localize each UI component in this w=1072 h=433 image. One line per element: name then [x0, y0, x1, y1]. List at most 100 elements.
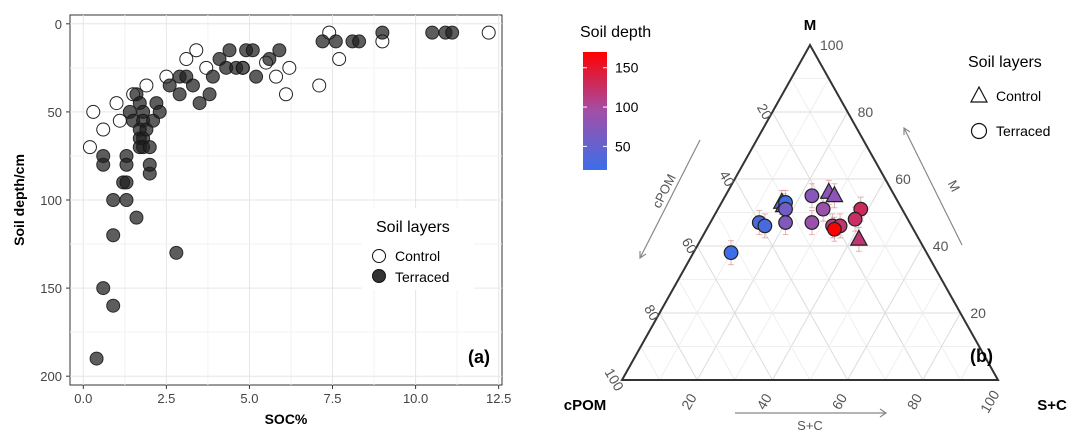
plot-a-point-terraced — [315, 34, 330, 49]
plot-a-point-control — [86, 104, 101, 119]
ternary-m-tick-label: 40 — [933, 238, 949, 254]
ternary-vertex-top-label: M — [804, 17, 817, 34]
ternary-right-side-arrow — [903, 127, 963, 246]
plot-a-y-tick-label: 100 — [40, 193, 62, 208]
plot-a-point-terraced — [152, 104, 167, 119]
ternary-frame — [620, 42, 1000, 381]
ternary-sc-tick-label: 100 — [977, 387, 1003, 415]
ternary-grid — [640, 78, 980, 381]
ternary-point-terraced — [778, 215, 793, 230]
ternary-gridline-cpom — [677, 279, 736, 381]
plot-a-point-control — [82, 140, 97, 155]
plot-a-point-terraced — [169, 245, 184, 260]
ternary-sc-tick-label: 40 — [753, 391, 775, 413]
ternary-point-terraced — [804, 188, 820, 204]
ternary-point-control — [825, 185, 844, 203]
plot-a-point-terraced — [202, 87, 217, 102]
ternary-legend-terraced-marker — [970, 122, 988, 140]
plot-a-point-terraced — [142, 157, 157, 172]
plot-a-point-control — [282, 60, 297, 75]
ternary-bottom-side-title: S+C — [797, 418, 823, 433]
ternary-point-terraced — [815, 201, 831, 217]
ternary-point-terraced — [778, 201, 793, 217]
plot-a-point-terraced — [425, 25, 440, 40]
ternary-gridline-cpom — [640, 346, 661, 381]
ternary-gridline-cpom — [753, 145, 886, 381]
plot-a-point-terraced — [106, 298, 121, 313]
panel-b: 20 20 20 40 40 40 60 60 60 80 80 80 100 100 100 M cPOM… — [564, 17, 1067, 433]
plot-a-y-tick-label: 200 — [40, 369, 62, 384]
plot-a-point-terraced — [119, 175, 134, 190]
plot-a-point-terraced — [129, 210, 144, 225]
ternary-vertex-left-label: cPOM — [564, 397, 607, 414]
ternary-point-terraced — [847, 211, 863, 227]
plot-a-point-terraced — [106, 193, 121, 207]
ternary-left-side-arrowhead — [639, 251, 647, 260]
ternary-right-side-title: M — [945, 178, 963, 194]
colorbar-gradient — [583, 52, 607, 170]
ternary-gridline-sc — [659, 78, 830, 381]
ternary-sc-tick-label: 80 — [904, 391, 926, 413]
plot-a-legend-control-label: Control — [395, 248, 440, 264]
plot-a-legend-terraced-label: Terraced — [395, 269, 449, 285]
plot-a-x-tick-label: 12.5 — [486, 391, 511, 406]
ternary-cpom-tick-label: 20 — [754, 101, 776, 123]
ternary-legend-terraced-label: Terraced — [996, 123, 1050, 139]
ternary-gridline-sc — [884, 279, 943, 381]
plot-a-point-control — [332, 52, 347, 67]
ternary-point-terraced — [804, 215, 820, 230]
plot-a-point-terraced — [106, 228, 121, 243]
ternary-gridline-cpom — [696, 245, 773, 381]
plot-a-x-tick-label: 5.0 — [240, 391, 258, 406]
plot-a-point-terraced — [89, 351, 104, 366]
plot-a-x-tick-label: 7.5 — [323, 391, 341, 406]
plot-a-point-terraced — [96, 148, 111, 163]
colorbar-title: Soil depth — [580, 24, 651, 41]
plot-a-point-control — [189, 43, 204, 58]
plot-a-point-terraced — [235, 60, 250, 75]
plot-a-x-tick-label: 10.0 — [403, 391, 428, 406]
plot-a-x-axis-title: SOC% — [265, 411, 308, 427]
plot-a-point-terraced — [375, 25, 390, 40]
plot-a-points — [82, 25, 496, 366]
plot-a-point-terraced — [222, 43, 237, 58]
ternary-gridline-sc — [922, 312, 961, 381]
ternary-gridline-cpom — [659, 312, 698, 381]
plot-a-point-terraced — [352, 34, 367, 49]
plot-a-point-terraced — [262, 52, 277, 67]
plot-a-legend-terraced-marker — [372, 269, 386, 283]
ternary-right-side-arrowhead — [903, 126, 911, 135]
ternary-point-terraced — [757, 218, 773, 234]
ternary-m-tick-label: 100 — [820, 37, 844, 53]
ternary-m-tick-label: 20 — [970, 305, 986, 321]
plot-a-point-terraced — [192, 96, 207, 111]
ternary-bottom-side-arrowhead — [879, 408, 888, 418]
ternary-gridline-sc — [847, 245, 924, 381]
plot-a-point-control — [139, 78, 154, 93]
plot-a-point-control — [279, 87, 293, 102]
ternary-left-side-arrow — [639, 139, 701, 259]
plot-a-y-ticks: 0 50 100 150 200 — [40, 17, 70, 384]
plot-a-point-control — [109, 96, 124, 111]
ternary-points — [723, 179, 869, 266]
plot-a-point-terraced — [205, 69, 220, 84]
plot-a-point-terraced — [272, 43, 287, 58]
plot-a-point-terraced — [245, 43, 260, 58]
ternary-gridline-sc — [959, 346, 980, 381]
ternary-cpom-tick-label: 60 — [679, 235, 701, 257]
ternary-legend-control-marker — [970, 85, 988, 103]
plot-a-legend: Soil layers Control Terraced — [362, 208, 474, 290]
plot-a-legend-title: Soil layers — [376, 219, 450, 236]
colorbar-tick-label: 50 — [615, 138, 631, 154]
plot-a-x-tick-label: 0.0 — [74, 391, 92, 406]
ternary-ticks: 20 20 20 40 40 40 60 60 60 80 80 80 100 100 100 — [602, 37, 1003, 416]
plot-a-point-terraced — [185, 78, 200, 93]
plot-a-point-terraced — [119, 157, 134, 172]
plot-a-point-terraced — [162, 78, 177, 93]
plot-a-point-terraced — [142, 140, 157, 155]
plot-a-point-control — [96, 122, 111, 137]
plot-a-point-terraced — [445, 25, 460, 40]
ternary-legend: Soil layers Control Terraced — [968, 54, 1050, 140]
ternary-panel-label: (b) — [970, 346, 993, 366]
